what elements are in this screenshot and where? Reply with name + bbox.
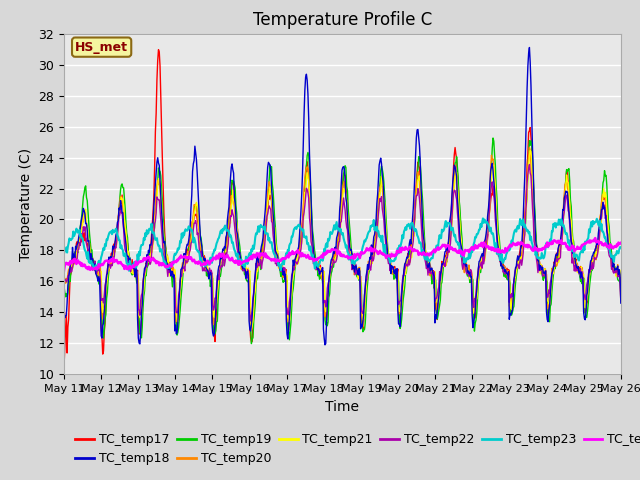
TC_temp20 xyxy=(184,249,192,254)
TC_temp23 xyxy=(125,268,133,274)
Legend: TC_temp17, TC_temp18, TC_temp19, TC_temp20, TC_temp21, TC_temp22, TC_temp23, TC_: TC_temp17, TC_temp18, TC_temp19, TC_temp… xyxy=(70,428,640,470)
TC_temp17 xyxy=(214,280,222,286)
TC_temp22 xyxy=(184,259,192,264)
TC_temp24 xyxy=(426,251,434,256)
TC_temp17 xyxy=(127,265,135,271)
TC_temp18 xyxy=(60,309,68,315)
Line: TC_temp24: TC_temp24 xyxy=(64,238,621,271)
X-axis label: Time: Time xyxy=(325,400,360,414)
TC_temp18 xyxy=(321,342,329,348)
TC_temp21 xyxy=(70,262,78,267)
TC_temp18 xyxy=(127,265,135,271)
TC_temp18 xyxy=(617,300,625,306)
TC_temp18 xyxy=(411,173,419,179)
Line: TC_temp20: TC_temp20 xyxy=(64,148,621,326)
TC_temp22 xyxy=(60,278,68,284)
TC_temp24 xyxy=(127,264,135,270)
TC_temp19 xyxy=(428,269,435,275)
TC_temp21 xyxy=(526,148,534,154)
TC_temp23 xyxy=(70,233,78,239)
TC_temp19 xyxy=(214,318,221,324)
TC_temp18 xyxy=(184,242,192,248)
TC_temp17 xyxy=(185,244,193,250)
TC_temp20 xyxy=(359,324,367,329)
TC_temp19 xyxy=(489,135,497,141)
TC_temp23 xyxy=(214,236,222,242)
TC_temp20 xyxy=(214,288,221,294)
TC_temp22 xyxy=(411,214,419,219)
TC_temp21 xyxy=(184,253,192,259)
TC_temp20 xyxy=(428,265,435,271)
TC_temp22 xyxy=(214,273,221,278)
TC_temp20 xyxy=(127,261,135,267)
TC_temp21 xyxy=(617,274,625,279)
TC_temp17 xyxy=(411,207,419,213)
Title: Temperature Profile C: Temperature Profile C xyxy=(253,11,432,29)
TC_temp24 xyxy=(617,240,625,246)
Text: HS_met: HS_met xyxy=(75,41,128,54)
TC_temp20 xyxy=(411,206,419,212)
TC_temp24 xyxy=(184,254,192,260)
TC_temp24 xyxy=(214,254,221,260)
TC_temp24 xyxy=(60,268,68,274)
TC_temp21 xyxy=(428,269,435,275)
TC_temp20 xyxy=(70,259,78,264)
TC_temp19 xyxy=(60,284,68,289)
Line: TC_temp22: TC_temp22 xyxy=(64,165,621,321)
TC_temp21 xyxy=(60,267,68,273)
Line: TC_temp23: TC_temp23 xyxy=(64,218,621,271)
TC_temp18 xyxy=(214,276,221,282)
TC_temp21 xyxy=(411,215,419,220)
TC_temp23 xyxy=(128,263,136,269)
TC_temp19 xyxy=(70,260,78,266)
TC_temp19 xyxy=(184,252,192,258)
TC_temp20 xyxy=(60,281,68,287)
TC_temp24 xyxy=(70,256,78,262)
Y-axis label: Temperature (C): Temperature (C) xyxy=(19,147,33,261)
Line: TC_temp21: TC_temp21 xyxy=(64,151,621,330)
TC_temp24 xyxy=(591,235,599,241)
TC_temp22 xyxy=(70,260,78,266)
TC_temp18 xyxy=(70,252,78,257)
TC_temp19 xyxy=(617,276,625,282)
TC_temp22 xyxy=(428,271,435,276)
TC_temp17 xyxy=(60,364,68,370)
TC_temp24 xyxy=(410,246,418,252)
TC_temp23 xyxy=(60,251,68,256)
TC_temp20 xyxy=(525,145,533,151)
TC_temp23 xyxy=(479,216,487,221)
TC_temp22 xyxy=(127,264,135,270)
TC_temp23 xyxy=(185,224,193,229)
TC_temp21 xyxy=(127,269,135,275)
Line: TC_temp18: TC_temp18 xyxy=(64,48,621,345)
Line: TC_temp17: TC_temp17 xyxy=(64,50,621,367)
TC_temp18 xyxy=(428,266,435,272)
TC_temp23 xyxy=(411,228,419,234)
TC_temp19 xyxy=(127,270,135,276)
TC_temp17 xyxy=(428,267,435,273)
TC_temp21 xyxy=(214,289,221,295)
TC_temp19 xyxy=(411,216,419,221)
TC_temp23 xyxy=(428,255,435,261)
TC_temp23 xyxy=(617,244,625,250)
TC_temp17 xyxy=(155,47,163,53)
TC_temp19 xyxy=(248,341,255,347)
TC_temp18 xyxy=(525,45,533,50)
TC_temp20 xyxy=(617,299,625,305)
Line: TC_temp19: TC_temp19 xyxy=(64,138,621,344)
TC_temp17 xyxy=(70,255,78,261)
TC_temp22 xyxy=(247,318,255,324)
TC_temp22 xyxy=(525,162,533,168)
TC_temp22 xyxy=(617,298,625,303)
TC_temp17 xyxy=(617,292,625,298)
TC_temp21 xyxy=(248,327,255,333)
